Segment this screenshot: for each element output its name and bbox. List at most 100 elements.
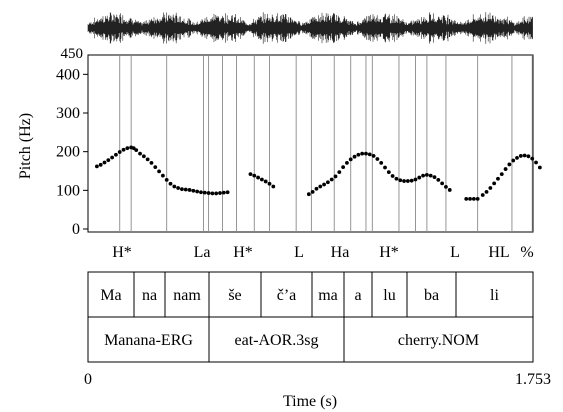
syllable-label: še (228, 287, 241, 304)
pitch-point (206, 191, 211, 195)
pitch-point (402, 179, 406, 183)
pitch-point (522, 153, 527, 158)
pitch-point (106, 158, 111, 163)
pitch-point (110, 155, 115, 160)
pitch-point (94, 164, 99, 169)
y-axis-ticks: 0 100 200 300 400 (56, 66, 88, 238)
y-tick-label: 0 (72, 221, 80, 238)
pitch-point (329, 177, 334, 182)
pitch-point (271, 184, 276, 189)
pitch-point (436, 177, 441, 182)
pitch-point (210, 191, 215, 196)
pitch-point (183, 187, 188, 192)
syllable-label: na (142, 287, 157, 304)
pitch-point (252, 173, 257, 178)
waveform-trace (87, 12, 533, 44)
pitch-point (157, 169, 161, 174)
tone-label: H* (379, 244, 399, 261)
plot-frame (87, 54, 534, 233)
pitch-point (263, 179, 268, 184)
pitch-point (345, 160, 349, 165)
pitch-point (138, 151, 142, 156)
pitch-point (356, 152, 361, 157)
pitch-point (360, 151, 365, 156)
pitch-point (444, 184, 448, 189)
pitch-point (507, 162, 512, 167)
pitch-point (160, 173, 165, 178)
waveform-top-label: 450 (61, 46, 84, 62)
pitch-point (333, 174, 338, 179)
tone-label: H* (112, 244, 132, 261)
pitch-point (537, 165, 542, 170)
pitch-point (468, 196, 472, 201)
pitch-point (405, 179, 410, 183)
pitch-point (176, 186, 181, 190)
pitch-point (337, 170, 342, 175)
pitch-point (515, 155, 519, 160)
tone-label: HL (488, 244, 509, 261)
pitch-point (318, 184, 323, 189)
word-label: eat-AOR.3sg (235, 332, 319, 349)
pitch-point (475, 196, 480, 201)
syllable-label: nam (173, 287, 201, 304)
pitch-point (371, 154, 376, 158)
pitch-point (248, 172, 253, 176)
pitch-point (352, 154, 357, 159)
pitch-point (202, 190, 207, 195)
y-axis-label: Pitch (Hz) (17, 113, 34, 179)
pitch-point (503, 167, 508, 171)
pitch-point (134, 148, 139, 153)
pitch-point (526, 154, 531, 159)
pitch-point (221, 190, 226, 195)
pitch-point (480, 193, 485, 197)
pitch-point (114, 152, 118, 157)
y-tick-label: 400 (56, 66, 80, 83)
pitch-point (424, 172, 429, 177)
y-tick-label: 100 (56, 182, 80, 199)
annotation-tiers (87, 271, 534, 363)
syllable-label: a (354, 287, 361, 304)
pitch-point (191, 188, 196, 193)
pitch-point (214, 191, 219, 196)
pitch-point (383, 165, 387, 170)
pitch-point (367, 152, 372, 157)
pitch-point (464, 196, 469, 201)
y-tick-label: 300 (56, 105, 80, 122)
pitch-point (499, 172, 504, 176)
pitch-point (375, 157, 380, 161)
syllable-label: li (490, 287, 499, 304)
pitch-point (98, 162, 103, 167)
pitch-point (259, 177, 264, 182)
pitch-point (187, 188, 192, 192)
pitch-point (102, 160, 107, 165)
pitch-point (267, 181, 272, 186)
pitch-point (428, 173, 433, 178)
syllable-label: lu (383, 287, 395, 304)
pitch-point (195, 189, 200, 194)
pitch-point (218, 191, 222, 195)
pitch-point (348, 157, 353, 162)
pitch-point (117, 150, 122, 154)
x-tick-label-end: 1.753 (515, 371, 551, 388)
pitch-points (94, 145, 542, 201)
syllable-tier: Ma na nam še č’a ma a lu ba li (100, 272, 500, 317)
word-label: cherry.NOM (398, 332, 479, 349)
tone-label: L (294, 244, 304, 261)
pitch-point (409, 178, 414, 183)
pitch-point (149, 160, 154, 165)
pitch-point (322, 182, 326, 187)
pitch-point (447, 188, 452, 192)
tone-label: % (520, 244, 533, 261)
pitch-point (256, 175, 260, 180)
pitch-point (496, 176, 500, 181)
pitch-point (488, 186, 493, 190)
syllable-label: č’a (277, 287, 297, 304)
pitch-point (386, 170, 391, 175)
pitch-point (511, 158, 516, 163)
pitch-point (484, 189, 489, 194)
pitch-point (180, 187, 184, 192)
x-tick-label-start: 0 (84, 371, 92, 388)
boundary-lines (119, 55, 533, 232)
word-tier: Manana-ERG eat-AOR.3sg cherry.NOM (104, 317, 479, 362)
pitch-point (225, 190, 230, 195)
